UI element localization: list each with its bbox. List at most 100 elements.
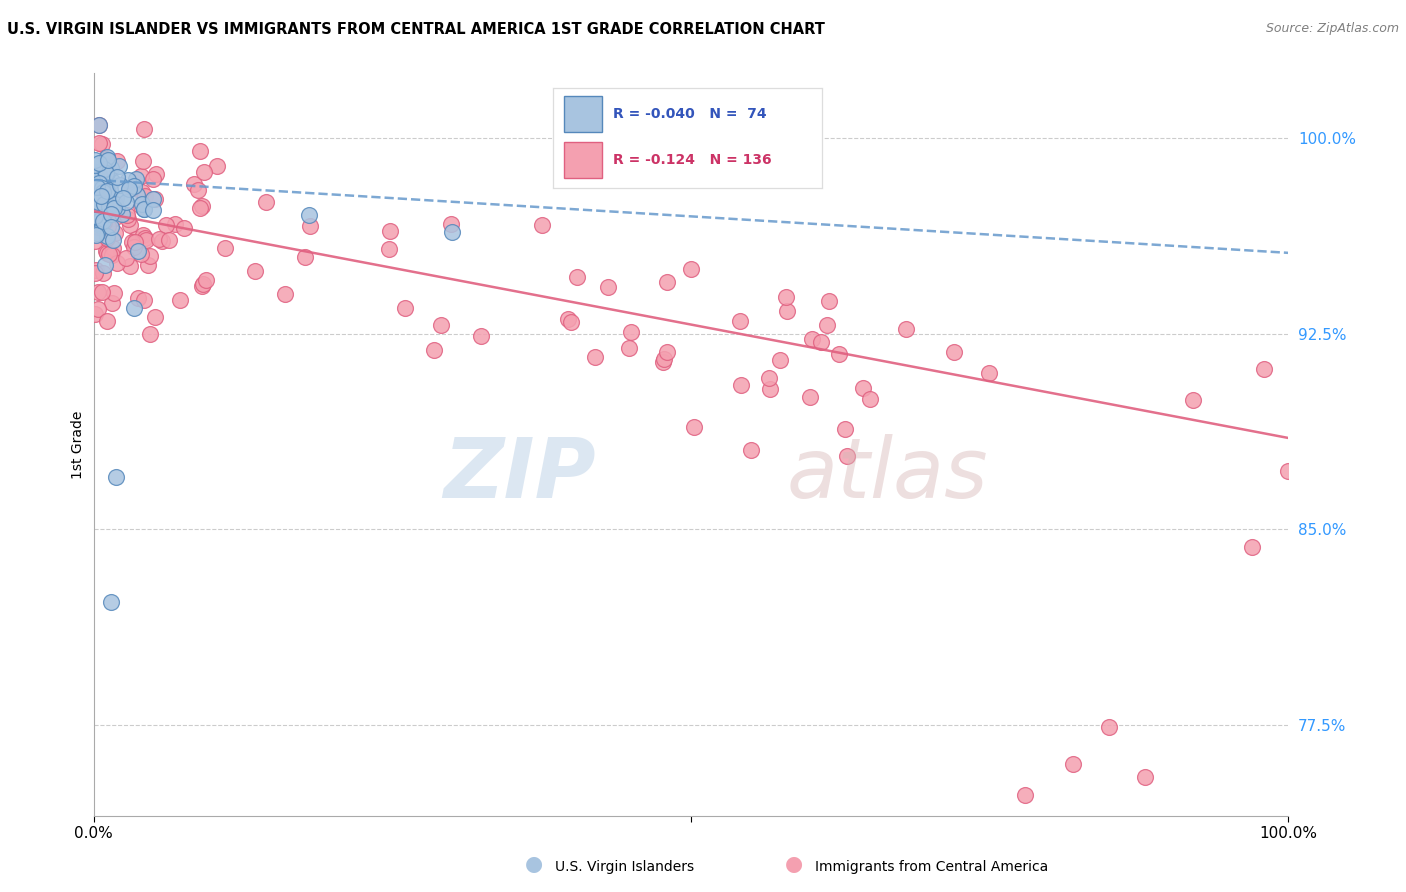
Point (117, 212, 139, 227)
Point (142, 203, 165, 218)
Point (83, 193, 105, 207)
Point (1241, 541, 1264, 555)
Point (394, 301, 416, 315)
Point (298, 219, 321, 233)
Point (101, 174, 124, 188)
Point (183, 178, 205, 192)
Point (768, 353, 790, 368)
Point (728, 314, 751, 328)
Point (89, 118, 111, 132)
Point (103, 201, 125, 215)
Point (142, 171, 165, 186)
Point (96, 184, 118, 198)
Point (117, 173, 139, 187)
Point (94, 244, 117, 259)
Point (108, 178, 131, 192)
Point (115, 208, 138, 222)
Point (107, 169, 129, 184)
Point (87, 301, 110, 316)
Point (98, 199, 121, 213)
Point (101, 233, 124, 247)
Point (120, 219, 142, 233)
Point (810, 334, 832, 349)
Point (100, 595, 122, 609)
Point (759, 382, 782, 396)
Point (100, 161, 122, 175)
Point (107, 256, 129, 270)
Point (135, 233, 157, 247)
Point (560, 315, 582, 329)
Text: U.S. VIRGIN ISLANDER VS IMMIGRANTS FROM CENTRAL AMERICA 1ST GRADE CORRELATION CH: U.S. VIRGIN ISLANDER VS IMMIGRANTS FROM … (7, 22, 825, 37)
Point (682, 420, 704, 434)
Point (83, 194, 105, 208)
Point (127, 291, 149, 305)
Point (273, 287, 295, 301)
Point (83, 234, 105, 248)
Point (115, 194, 138, 209)
Point (852, 381, 875, 395)
Point (125, 187, 148, 202)
Point (297, 208, 319, 222)
Point (652, 351, 675, 366)
Point (122, 179, 145, 194)
Point (470, 329, 492, 343)
Point (837, 450, 859, 464)
Point (730, 378, 752, 392)
Point (134, 231, 156, 245)
Point (93, 191, 115, 205)
Point (827, 347, 849, 361)
Point (430, 318, 453, 332)
Point (84, 227, 107, 242)
Point (188, 202, 211, 216)
Point (91, 213, 114, 227)
Point (90, 181, 112, 195)
Point (979, 366, 1001, 380)
Point (142, 192, 165, 206)
Point (122, 301, 145, 315)
Point (188, 144, 211, 158)
Point (86, 181, 108, 195)
Point (87, 118, 110, 132)
Point (163, 217, 186, 231)
Point (657, 275, 679, 289)
Point (91, 266, 114, 280)
Point (108, 159, 131, 173)
Point (125, 171, 148, 186)
Point (83, 209, 105, 223)
Point (775, 290, 797, 304)
Text: Immigrants from Central America: Immigrants from Central America (815, 860, 1049, 874)
Point (440, 226, 463, 240)
Point (191, 199, 214, 213)
Point (125, 232, 148, 246)
Point (378, 243, 401, 257)
Point (139, 326, 162, 341)
Point (138, 249, 160, 263)
Point (84, 179, 107, 194)
Point (1133, 770, 1156, 784)
Point (894, 322, 917, 336)
Point (90, 189, 112, 203)
Point (93, 185, 115, 199)
Point (104, 226, 127, 240)
Point (90, 198, 112, 212)
Point (96, 231, 118, 245)
Point (254, 195, 277, 210)
Point (131, 169, 153, 183)
Point (193, 165, 215, 179)
Point (97, 219, 120, 234)
Point (121, 180, 143, 194)
Point (145, 167, 167, 181)
Point (111, 206, 134, 220)
Point (86, 167, 108, 181)
Point (103, 285, 125, 300)
Point (617, 341, 640, 355)
Point (93, 196, 115, 211)
Point (93, 214, 115, 228)
Point (87, 215, 110, 229)
Text: ●: ● (786, 855, 803, 874)
Point (134, 189, 156, 203)
Point (91, 285, 114, 299)
Point (84, 263, 107, 277)
Point (775, 304, 797, 318)
Point (86, 226, 108, 240)
